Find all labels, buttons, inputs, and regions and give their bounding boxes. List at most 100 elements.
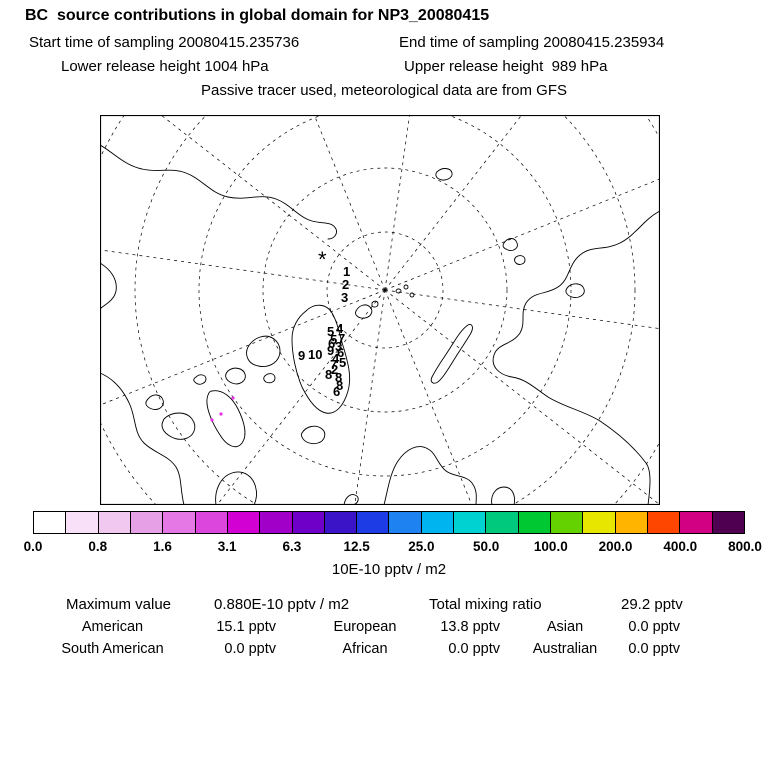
colorbar-segment bbox=[162, 512, 195, 533]
meridian-line bbox=[314, 116, 386, 291]
colorbar-tick-label: 25.0 bbox=[408, 539, 435, 554]
meridian-line bbox=[384, 178, 659, 291]
trajectory-number: 10 bbox=[308, 347, 322, 362]
latitude-circle bbox=[198, 116, 572, 477]
map-frame bbox=[99, 114, 661, 506]
colorbar-segment bbox=[129, 512, 163, 533]
trajectory-number: 5 bbox=[327, 324, 334, 339]
latitude-circle bbox=[101, 116, 659, 504]
total-mixing-ratio-value: 29.2 pptv bbox=[621, 596, 683, 613]
colorbar-segment bbox=[679, 512, 712, 533]
trajectory-number: 5 bbox=[339, 355, 346, 370]
trajectory-number: 8 bbox=[335, 370, 342, 385]
latitude-circle bbox=[262, 167, 508, 413]
trajectory-number: 8 bbox=[325, 367, 332, 382]
contribution-label: Australian bbox=[532, 641, 598, 657]
meridian-line bbox=[354, 289, 386, 504]
meridian-line bbox=[217, 289, 386, 504]
colorbar-tick-label: 200.0 bbox=[598, 539, 633, 554]
trajectory-number: 2 bbox=[331, 362, 338, 377]
latitude-circle bbox=[134, 116, 636, 504]
meridian-line bbox=[384, 289, 472, 504]
total-mixing-ratio-label: Total mixing ratio bbox=[429, 596, 542, 613]
colorbar-tick-label: 3.1 bbox=[217, 539, 237, 554]
plot-title: BC source contributions in global domain… bbox=[25, 7, 490, 24]
trajectory-number: 6 bbox=[333, 384, 340, 399]
colorbar-segment bbox=[453, 512, 486, 533]
contribution-label: African bbox=[342, 641, 388, 657]
meridian-line bbox=[101, 289, 386, 406]
contribution-value: 0.0 pptv bbox=[224, 641, 276, 657]
colorbar-tick-label: 0.0 bbox=[23, 539, 43, 554]
colorbar-segment bbox=[65, 512, 98, 533]
contribution-label: Asian bbox=[546, 619, 584, 635]
contribution-value: 0.0 pptv bbox=[628, 641, 680, 657]
maximum-value: 0.880E-10 pptv / m2 bbox=[214, 596, 350, 613]
contribution-value: 0.0 pptv bbox=[628, 619, 680, 635]
colorbar-tick-label: 12.5 bbox=[343, 539, 370, 554]
trajectory-number: 3 bbox=[341, 290, 348, 305]
colorbar-segment bbox=[517, 512, 550, 533]
map-panel: 1 2 3 4 5 6 7 8 9 10 9 6 5 8 7 4 6 5 3 2 8 * bbox=[99, 114, 661, 506]
concentration-speck bbox=[210, 418, 214, 422]
meridian-line bbox=[384, 289, 659, 329]
coastlines bbox=[101, 145, 659, 504]
meridian-line bbox=[384, 289, 659, 504]
start-time-text: Start time of sampling 20080415.235736 bbox=[29, 34, 300, 51]
concentration-speck bbox=[219, 412, 223, 416]
contribution-value: 13.8 pptv bbox=[440, 619, 500, 635]
colorbar-segment bbox=[614, 512, 647, 533]
colorbar-tick-label: 50.0 bbox=[472, 539, 500, 554]
trajectory-number: 7 bbox=[338, 331, 345, 346]
colorbar-segment bbox=[259, 512, 292, 533]
tracer-note-text: Passive tracer used, meteorological data… bbox=[201, 82, 567, 99]
meridian-line bbox=[101, 249, 386, 291]
trajectory-number: 5 bbox=[330, 332, 337, 347]
concentration-speck bbox=[231, 396, 235, 400]
end-time-text: End time of sampling 20080415.235934 bbox=[399, 34, 665, 51]
colorbar-tick-label: 6.3 bbox=[282, 539, 302, 554]
upper-release-text: Upper release height 989 hPa bbox=[404, 58, 608, 75]
lower-release-text: Lower release height 1004 hPa bbox=[61, 58, 269, 75]
colorbar-segment bbox=[97, 512, 130, 533]
colorbar-segment bbox=[323, 512, 357, 533]
colorbar-tick-label: 100.0 bbox=[533, 539, 568, 554]
colorbar-segment bbox=[34, 512, 66, 533]
colorbar-segment bbox=[291, 512, 324, 533]
meridian-line bbox=[384, 116, 410, 291]
colorbar-tick-label: 400.0 bbox=[663, 539, 698, 554]
meridian-line bbox=[161, 116, 386, 291]
trajectory-number: 2 bbox=[342, 277, 349, 292]
colorbar-unit-label: 10E-10 pptv / m2 bbox=[331, 561, 447, 578]
meridian-line bbox=[384, 116, 522, 291]
trajectory-number: 3 bbox=[335, 339, 342, 354]
trajectory-number: 6 bbox=[337, 345, 344, 360]
trajectory-number: 9 bbox=[327, 343, 334, 358]
colorbar-segment bbox=[711, 512, 744, 533]
trajectory-number: 6 bbox=[328, 336, 335, 351]
contribution-value: 15.1 pptv bbox=[216, 619, 276, 635]
colorbar-segment bbox=[582, 512, 615, 533]
colorbar-tick-label: 800.0 bbox=[728, 539, 762, 554]
colorbar-segment bbox=[550, 512, 583, 533]
colorbar-segment bbox=[226, 512, 260, 533]
contribution-value: 0.0 pptv bbox=[448, 641, 500, 657]
colorbar-ticks: 0.0 0.8 1.6 3.1 6.3 12.5 25.0 50.0 100.0 200.0 400… bbox=[24, 539, 762, 557]
colorbar-tick-label: 0.8 bbox=[88, 539, 108, 554]
colorbar-segment bbox=[646, 512, 680, 533]
trajectory-number: 7 bbox=[330, 357, 337, 372]
concentration-specks bbox=[210, 396, 235, 422]
colorbar-segment bbox=[485, 512, 518, 533]
graticule bbox=[101, 116, 659, 504]
trajectory-number: 8 bbox=[336, 378, 343, 393]
contribution-label: South American bbox=[61, 641, 164, 657]
trajectory-number: 1 bbox=[343, 264, 350, 279]
colorbar-segment bbox=[388, 512, 421, 533]
colorbar bbox=[33, 511, 745, 534]
colorbar-segment bbox=[194, 512, 227, 533]
trajectory-number: 4 bbox=[336, 321, 344, 336]
colorbar-tick-label: 1.6 bbox=[153, 539, 172, 554]
colorbar-segment bbox=[420, 512, 454, 533]
